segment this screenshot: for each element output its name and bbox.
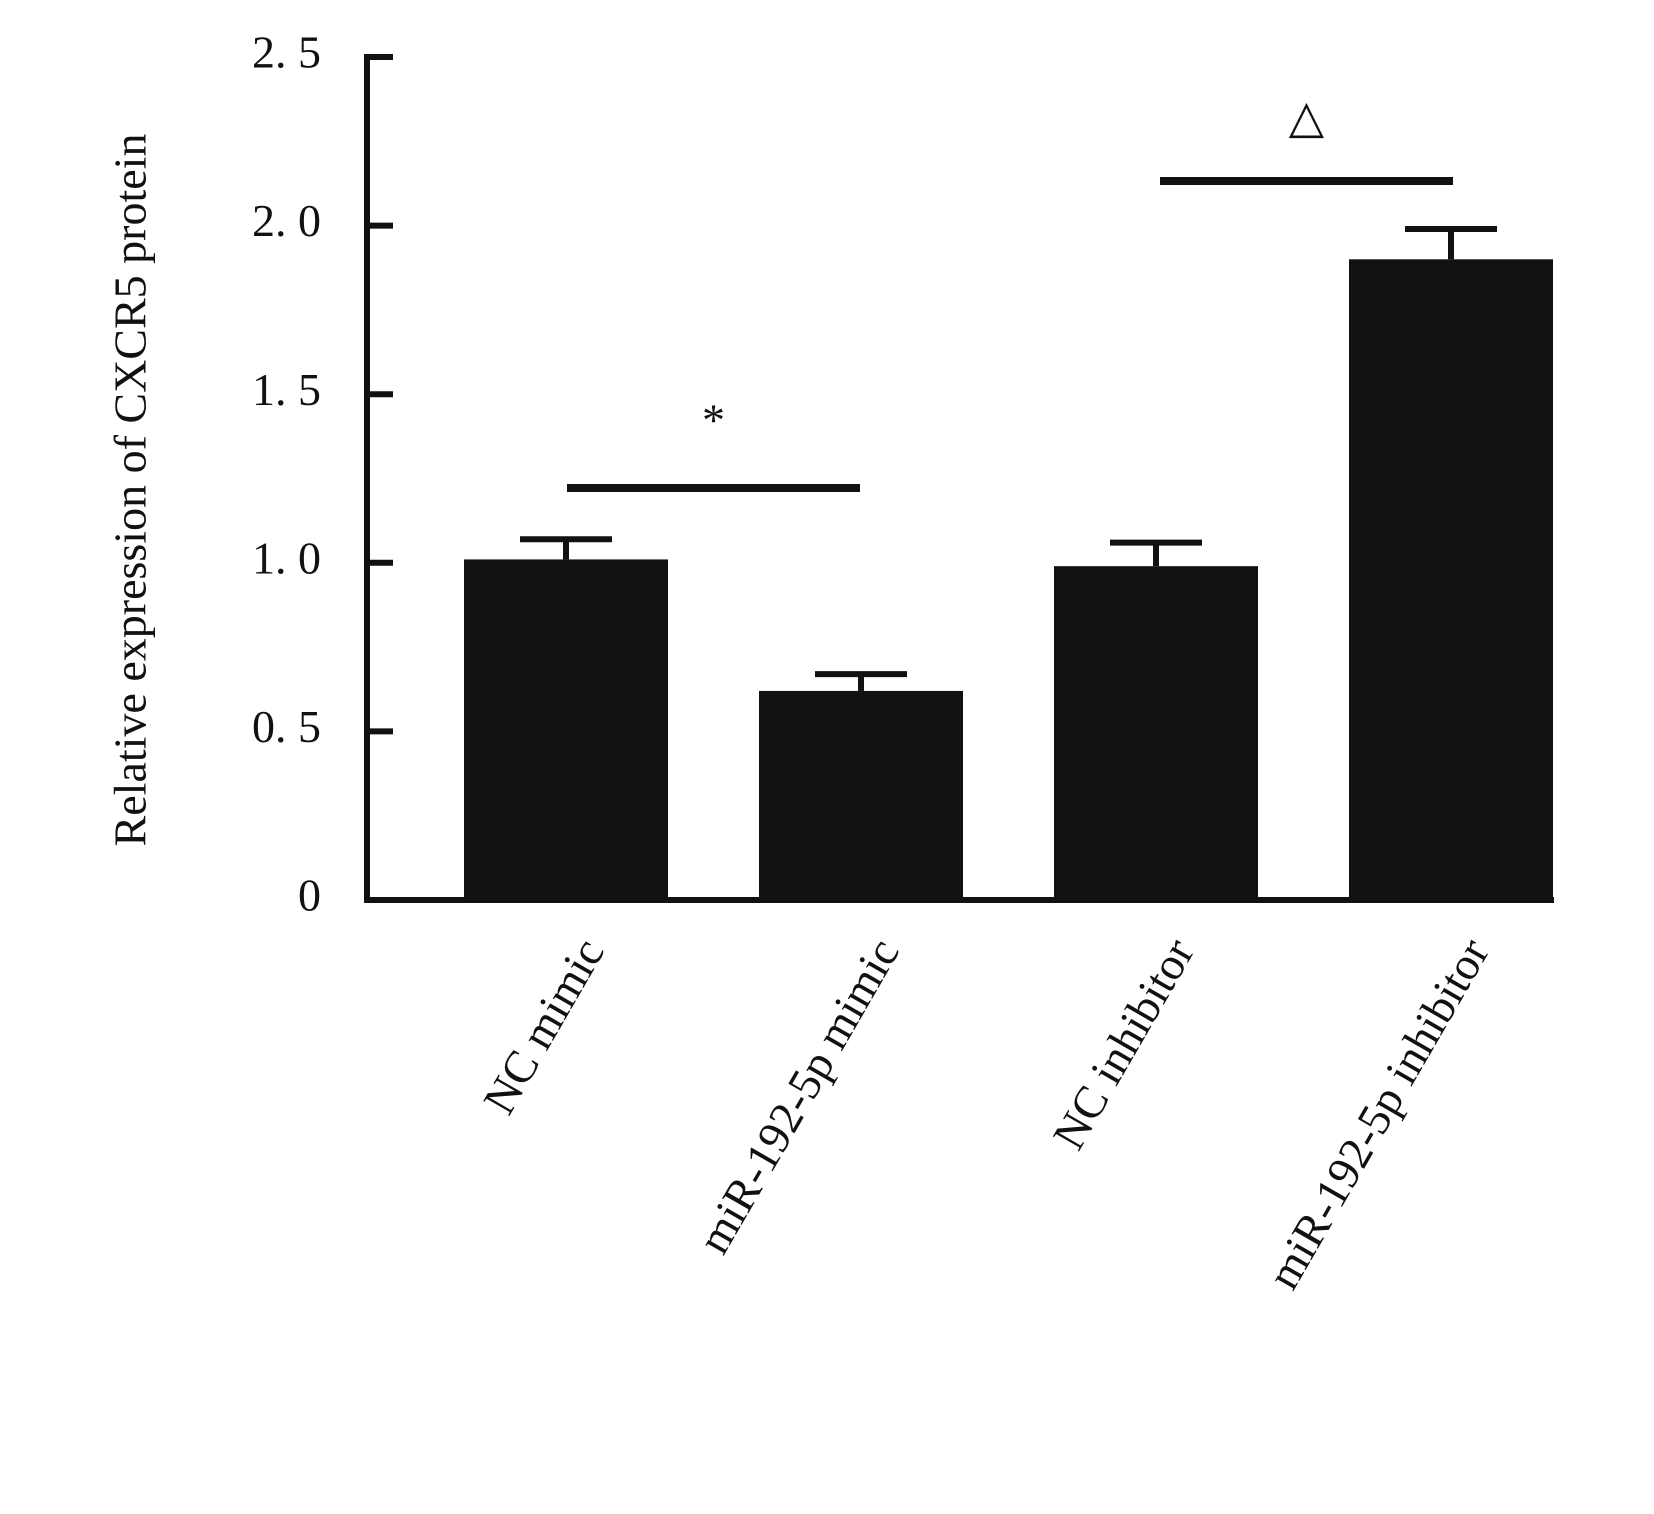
significance-mark: △ (1289, 92, 1325, 143)
bar (759, 690, 963, 900)
bar (464, 559, 668, 900)
y-axis-label: Relative expression of CXCR5 protein (105, 134, 156, 847)
x-tick-label: NC inhibitor (1043, 930, 1204, 1158)
significance-mark: * (702, 395, 725, 446)
bar (1054, 566, 1258, 900)
y-tick-label: 2. 5 (252, 27, 321, 78)
y-tick-label: 0 (298, 870, 321, 921)
y-tick-label: 1. 0 (252, 532, 321, 583)
y-tick-label: 0. 5 (252, 701, 321, 752)
x-tick-label: miR-192-5p mimic (688, 930, 909, 1262)
bar (1349, 259, 1553, 900)
y-tick-label: 2. 0 (252, 195, 321, 246)
x-tick-label: miR-192-5p inhibitor (1257, 930, 1499, 1297)
y-tick-label: 1. 5 (252, 364, 321, 415)
x-tick-label: NC mimic (473, 930, 614, 1123)
